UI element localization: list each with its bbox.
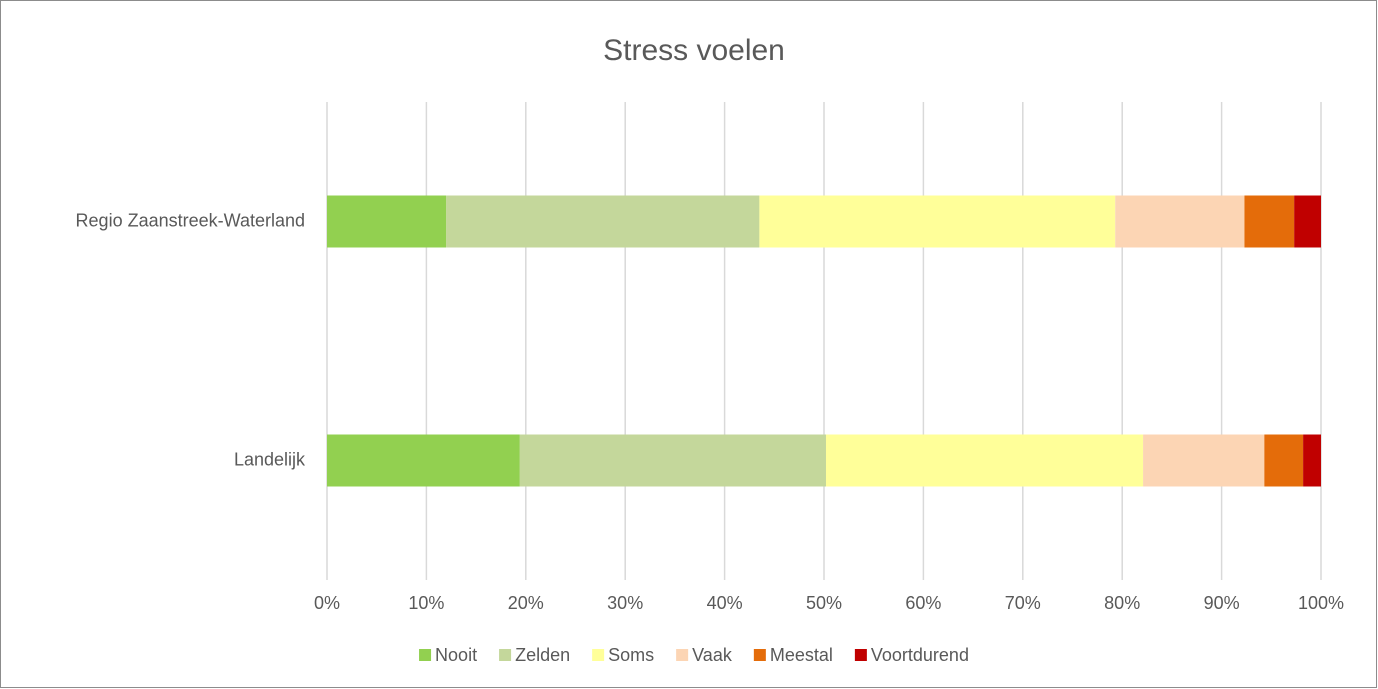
legend-swatch <box>499 649 512 661</box>
bar-segment <box>1244 195 1295 248</box>
x-tick-label: 90% <box>1204 593 1240 613</box>
x-tick-label: 80% <box>1104 593 1140 613</box>
legend-swatch <box>753 649 766 661</box>
bar-segment <box>759 195 1116 248</box>
y-tick-label: Regio Zaanstreek-Waterland <box>76 210 305 230</box>
bar-segment <box>1115 195 1245 248</box>
legend-label: Vaak <box>692 645 733 665</box>
chart-title: Stress voelen <box>603 34 785 67</box>
x-tick-label: 70% <box>1005 593 1041 613</box>
x-tick-label: 100% <box>1298 593 1344 613</box>
x-tick-label: 30% <box>607 593 643 613</box>
bar-segment <box>1143 434 1265 487</box>
legend-swatch <box>854 649 867 661</box>
x-tick-label: 40% <box>707 593 743 613</box>
x-tick-label: 0% <box>314 593 340 613</box>
bar-segment <box>1264 434 1304 487</box>
bar-segment <box>1303 434 1321 487</box>
x-tick-label: 10% <box>408 593 444 613</box>
bar-segment <box>327 434 520 487</box>
legend-label: Nooit <box>435 645 477 665</box>
legend-label: Meestal <box>770 645 833 665</box>
legend-label: Soms <box>608 645 654 665</box>
legend-swatch <box>592 649 605 661</box>
legend-label: Zelden <box>515 645 570 665</box>
bar-segment <box>327 195 447 248</box>
bar-segment <box>1294 195 1321 248</box>
y-tick-label: Landelijk <box>234 449 306 469</box>
x-tick-label: 50% <box>806 593 842 613</box>
legend-swatch <box>419 649 432 661</box>
bar-segment <box>519 434 826 487</box>
x-tick-label: 60% <box>905 593 941 613</box>
legend-swatch <box>676 649 689 661</box>
bar-segment <box>825 434 1144 487</box>
bar-segment <box>446 195 760 248</box>
x-tick-label: 20% <box>508 593 544 613</box>
legend-label: Voortdurend <box>871 645 969 665</box>
